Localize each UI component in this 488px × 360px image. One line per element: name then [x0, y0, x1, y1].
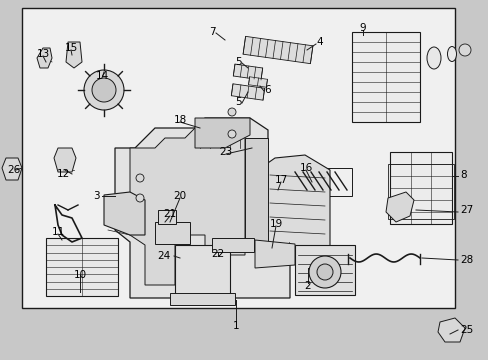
Polygon shape [130, 128, 244, 285]
Polygon shape [233, 64, 262, 80]
Text: 12: 12 [57, 169, 70, 179]
Circle shape [84, 70, 124, 110]
Text: 18: 18 [173, 115, 186, 125]
Bar [389, 152, 451, 224]
Text: 17: 17 [274, 175, 287, 185]
Polygon shape [115, 118, 289, 298]
Polygon shape [66, 42, 82, 68]
Circle shape [92, 78, 116, 102]
Ellipse shape [447, 46, 456, 62]
Circle shape [308, 256, 340, 288]
Text: 23: 23 [219, 147, 232, 157]
Text: 22: 22 [211, 249, 224, 259]
Circle shape [316, 264, 332, 280]
Polygon shape [231, 84, 264, 100]
Text: 26: 26 [7, 165, 20, 175]
Text: 13: 13 [36, 49, 49, 59]
Bar [155, 222, 190, 244]
Circle shape [227, 130, 236, 138]
Text: 25: 25 [459, 325, 472, 335]
Bar [387, 164, 453, 219]
Bar [291, 168, 351, 196]
Circle shape [136, 174, 143, 182]
Text: 21: 21 [163, 209, 176, 219]
Bar [46, 238, 118, 296]
Text: 27: 27 [459, 205, 472, 215]
Text: 28: 28 [459, 255, 472, 265]
Text: 15: 15 [64, 43, 78, 53]
Text: 1: 1 [232, 321, 239, 331]
Polygon shape [248, 77, 267, 87]
Polygon shape [264, 155, 329, 265]
Text: 9: 9 [359, 23, 366, 33]
Text: 10: 10 [73, 270, 86, 280]
Bar [22, 8, 454, 308]
Bar [175, 245, 229, 297]
Circle shape [227, 108, 236, 116]
Circle shape [136, 194, 143, 202]
Bar [158, 210, 176, 224]
Text: 6: 6 [264, 85, 270, 95]
Polygon shape [104, 192, 145, 235]
Polygon shape [244, 138, 267, 250]
Circle shape [458, 44, 470, 56]
Text: 19: 19 [269, 219, 282, 229]
Text: 20: 20 [173, 191, 186, 201]
Bar [351, 32, 419, 122]
Text: 14: 14 [95, 71, 108, 81]
Text: 3: 3 [93, 191, 100, 201]
Bar [170, 293, 235, 305]
Text: 4: 4 [315, 37, 322, 47]
Polygon shape [37, 48, 52, 68]
Polygon shape [254, 240, 294, 268]
Text: 7: 7 [209, 27, 216, 37]
Ellipse shape [426, 47, 440, 69]
Polygon shape [195, 118, 249, 148]
Text: 24: 24 [157, 251, 170, 261]
Polygon shape [54, 148, 76, 172]
Text: 8: 8 [459, 170, 466, 180]
Text: 16: 16 [299, 163, 312, 173]
Polygon shape [243, 36, 312, 64]
Bar [212, 238, 253, 252]
Text: 11: 11 [51, 227, 64, 237]
Text: 5: 5 [235, 97, 242, 107]
Text: 2: 2 [304, 281, 311, 291]
Polygon shape [2, 158, 22, 180]
Polygon shape [385, 192, 413, 222]
Polygon shape [437, 318, 464, 342]
Polygon shape [294, 245, 354, 295]
Text: 5: 5 [235, 57, 242, 67]
